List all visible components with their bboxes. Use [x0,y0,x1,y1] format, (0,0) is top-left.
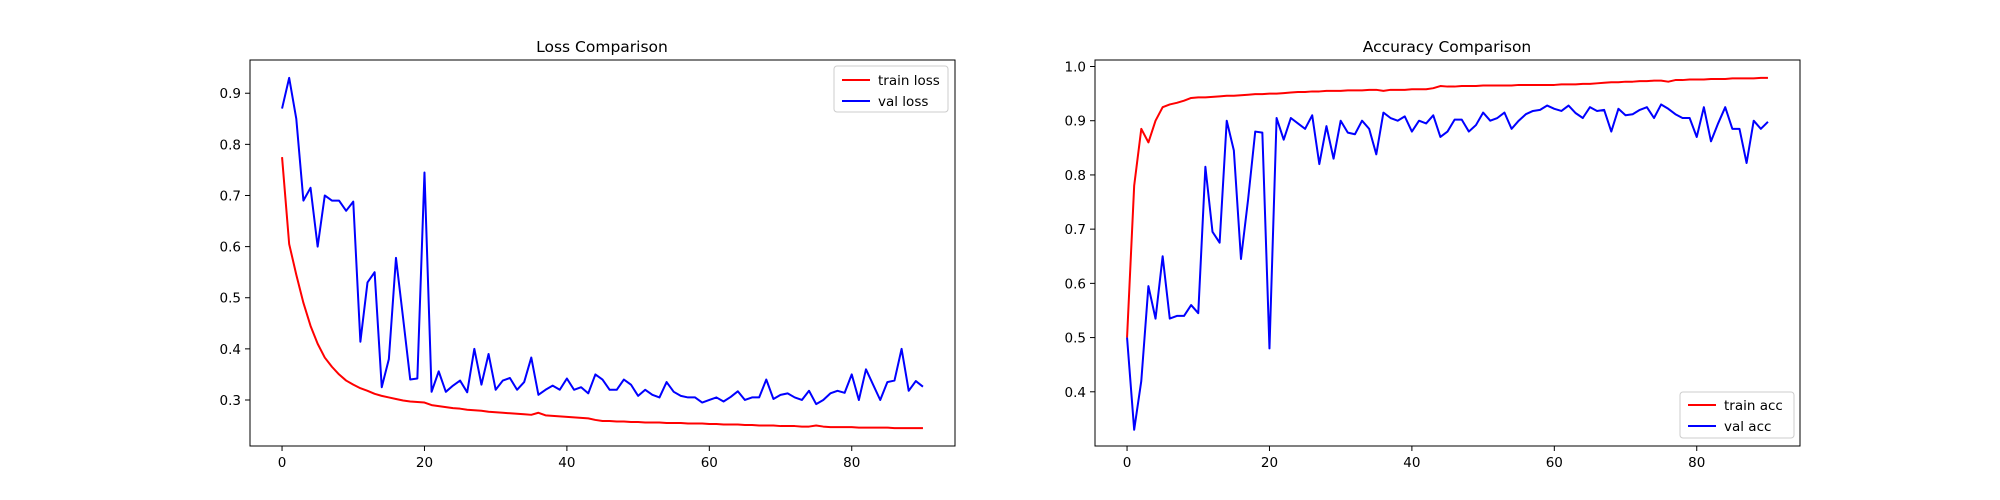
loss-y-tick-label: 0.8 [220,137,241,153]
loss-y-tick-label: 0.6 [220,240,241,256]
loss-x-tick-label: 0 [278,455,287,471]
accuracy-y-axis: 0.4 0.5 0.6 0.7 0.8 0.9 1.0 [1065,60,1095,401]
accuracy-axes-frame [1094,59,1801,447]
accuracy-plot-area [1126,76,1769,431]
loss-x-tick-label: 60 [701,455,718,471]
accuracy-y-tick-label: 0.9 [1065,114,1086,130]
accuracy-y-tick-label: 0.8 [1065,168,1086,184]
loss-axes-frame [249,59,956,447]
loss-y-tick-label: 0.4 [220,342,241,358]
loss-y-tick-label: 0.9 [220,86,241,102]
loss-y-tick-label: 0.3 [220,393,241,409]
loss-y-tick-label: 0.7 [220,188,241,204]
loss-series-line-val [281,76,924,406]
accuracy-x-tick-label: 40 [1403,455,1420,471]
accuracy-x-axis: 0 20 40 60 80 [1123,446,1705,471]
loss-chart-title: Loss Comparison [536,38,668,56]
loss-x-tick-label: 20 [416,455,433,471]
accuracy-y-tick-label: 0.6 [1065,276,1086,292]
loss-legend-label-train: train loss [878,73,940,89]
loss-x-tick-label: 80 [843,455,860,471]
accuracy-x-tick-label: 60 [1546,455,1563,471]
loss-x-axis: 0 20 40 60 80 [278,446,860,471]
loss-y-tick-label: 0.5 [220,291,241,307]
accuracy-y-tick-label: 0.4 [1065,385,1086,401]
accuracy-y-tick-label: 0.5 [1065,331,1086,347]
accuracy-x-tick-label: 80 [1688,455,1705,471]
accuracy-legend: train acc val acc [1679,391,1795,439]
accuracy-x-tick-label: 20 [1261,455,1278,471]
accuracy-series-line-val [1126,103,1769,431]
loss-x-tick-label: 40 [558,455,575,471]
loss-legend-label-val: val loss [878,94,928,110]
accuracy-legend-label-train: train acc [1724,398,1783,414]
loss-legend: train loss val loss [833,65,949,113]
loss-series-line-train [281,157,923,430]
accuracy-chart-title: Accuracy Comparison [1363,38,1532,56]
accuracy-legend-label-val: val acc [1724,419,1771,435]
accuracy-y-tick-label: 1.0 [1065,60,1086,76]
accuracy-series-line-train [1126,76,1768,338]
loss-y-axis: 0.3 0.4 0.5 0.6 0.7 0.8 0.9 [220,86,250,409]
loss-chart: Loss Comparison 0 20 40 60 80 0.30.40.50.60.… [220,38,956,471]
accuracy-chart: Accuracy Comparison 0 20 40 60 80 0.40.50.60… [1065,38,1801,471]
loss-plot-area [281,76,924,430]
accuracy-y-tick-label: 0.7 [1065,222,1086,238]
accuracy-x-tick-label: 0 [1123,455,1132,471]
